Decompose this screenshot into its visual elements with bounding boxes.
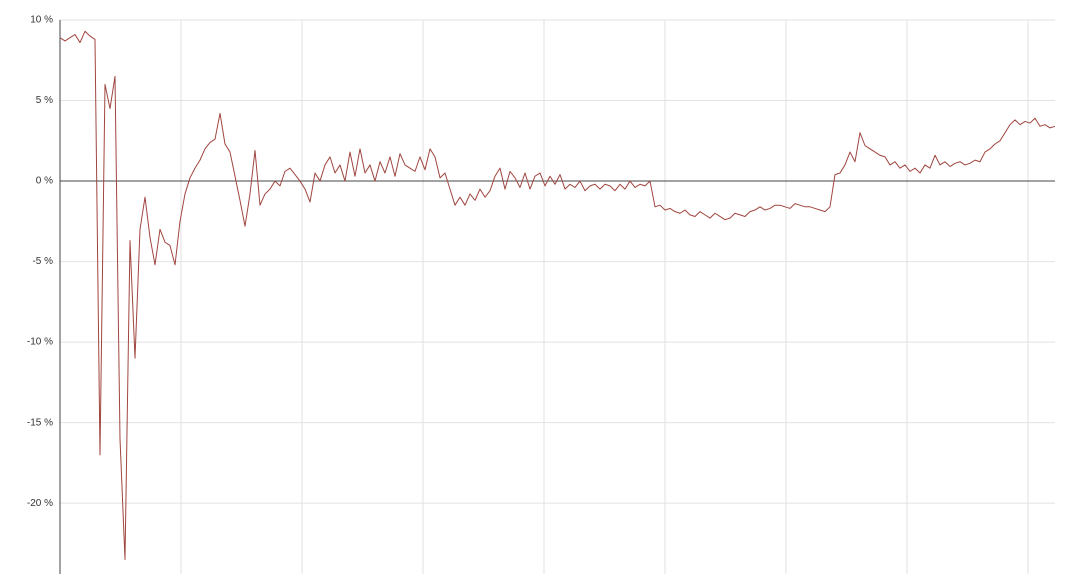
y-tick-label: -10 % — [27, 337, 53, 348]
y-tick-label: 5 % — [36, 95, 53, 106]
data-line — [59, 30, 1056, 561]
y-tick-label: 10 % — [30, 15, 53, 26]
y-tick-label: -5 % — [32, 256, 53, 267]
y-tick-label: -20 % — [27, 498, 53, 509]
y-tick-label: 0 % — [36, 176, 53, 187]
y-tick-label: -15 % — [27, 417, 53, 428]
